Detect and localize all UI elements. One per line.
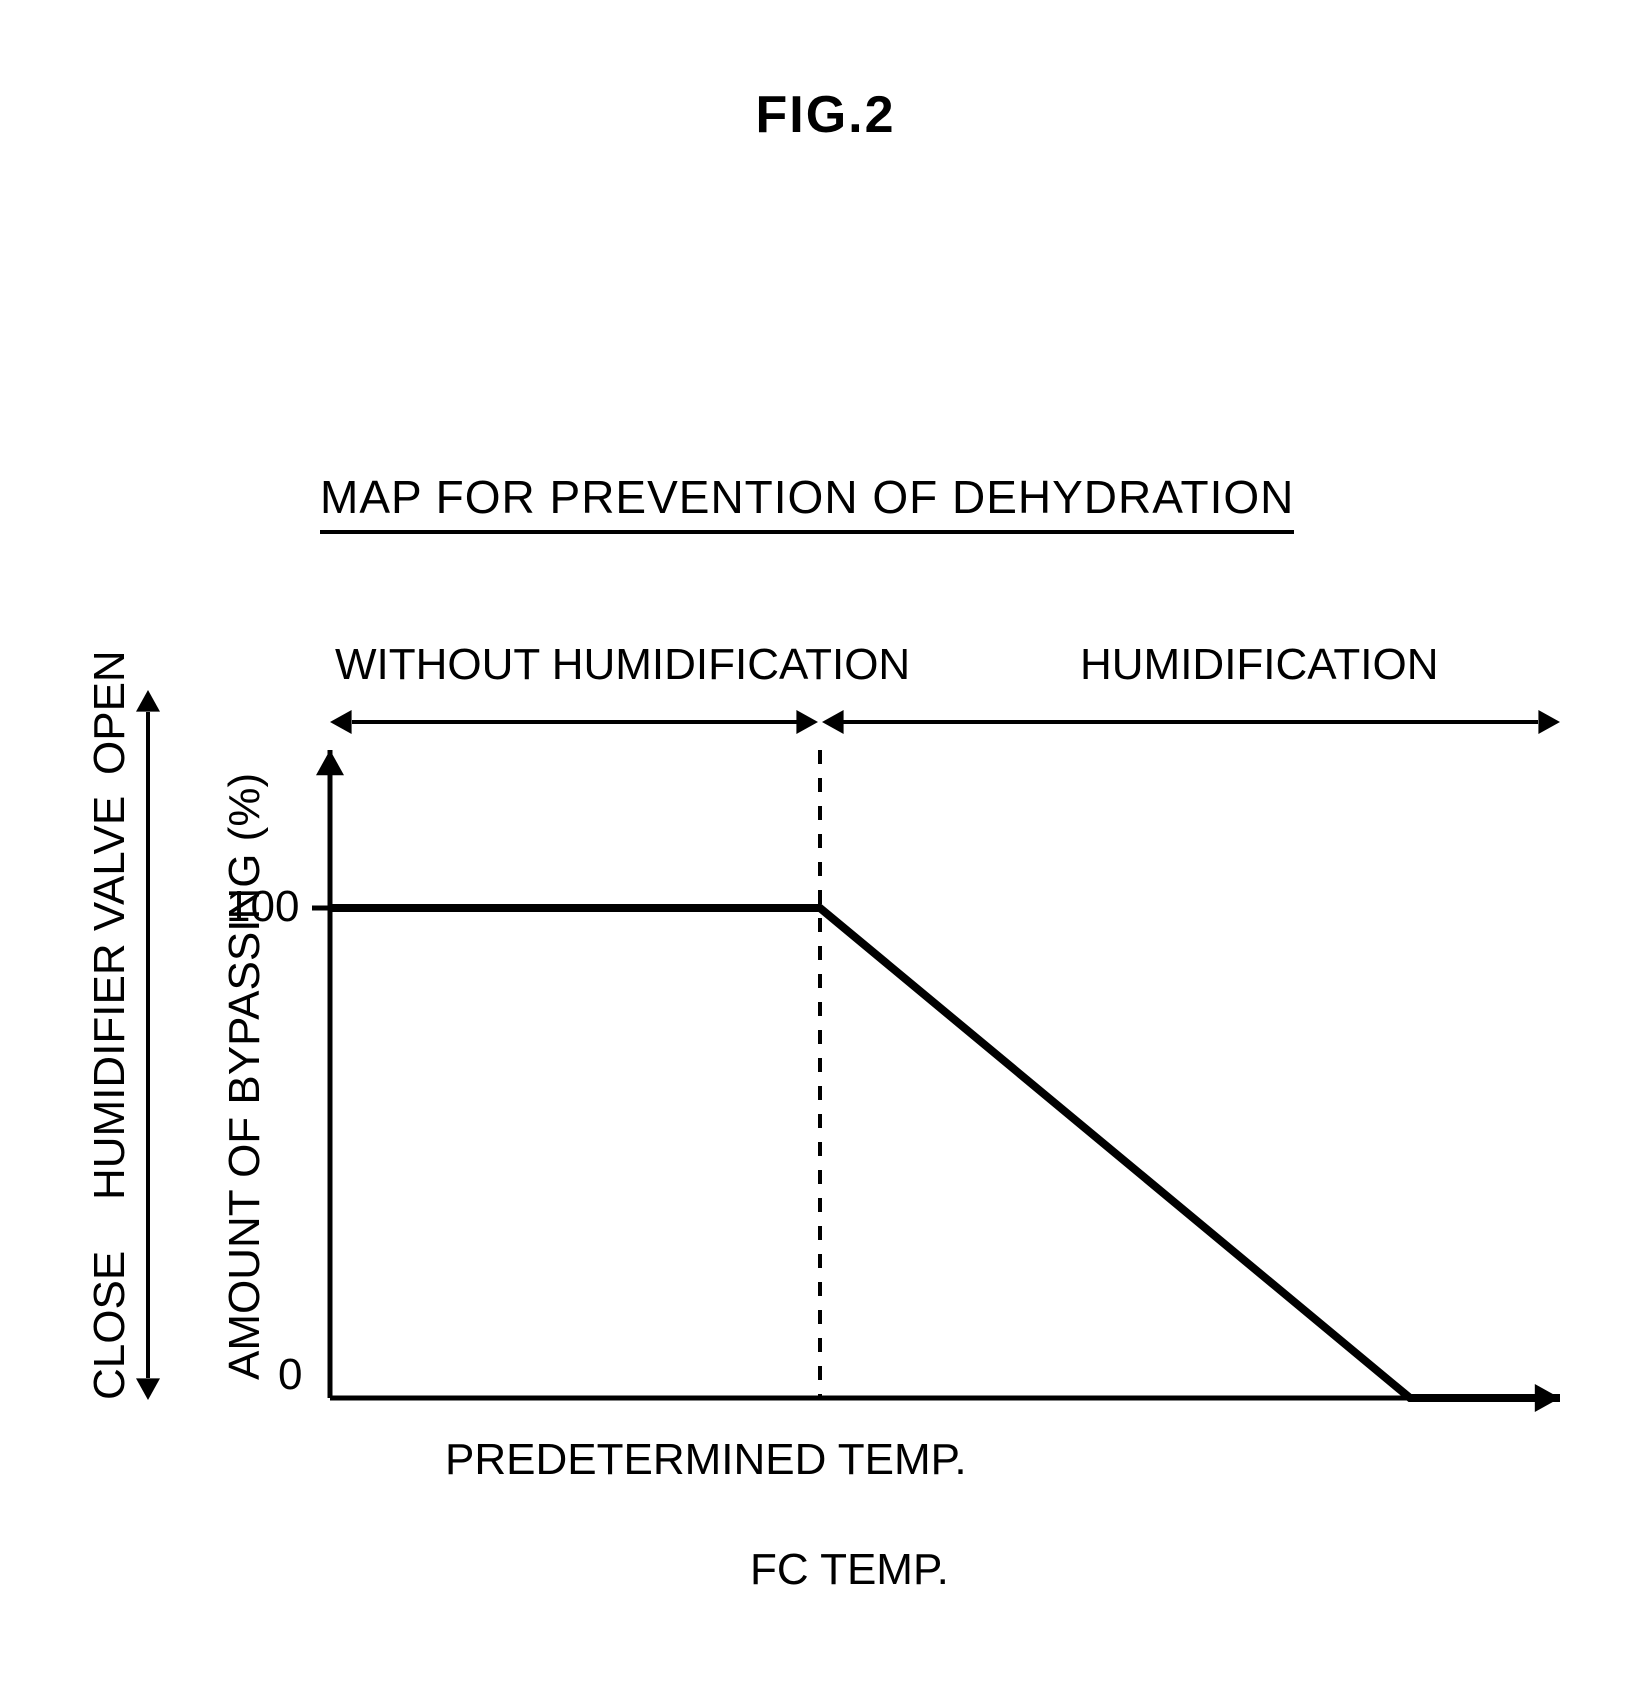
chart-svg xyxy=(0,0,1651,1686)
